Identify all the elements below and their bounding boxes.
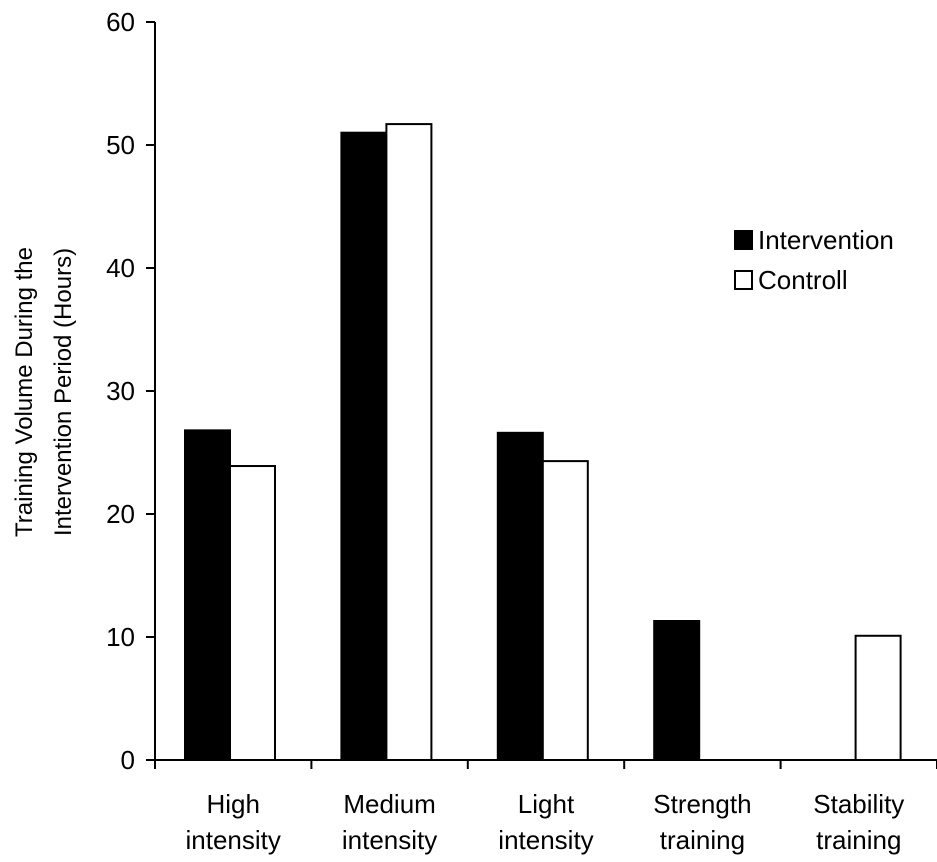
legend-label-controll: Controll: [758, 265, 848, 295]
y-ticks: 0 10 20 30 40 50 60: [106, 7, 155, 775]
y-axis-title-line-1: Training Volume During the: [11, 247, 38, 537]
legend-swatch-intervention: [734, 230, 753, 250]
category-label: High: [206, 789, 259, 819]
category-label: intensity: [342, 825, 437, 855]
y-tick-label: 30: [106, 376, 135, 406]
category-label: intensity: [498, 825, 593, 855]
category-label: Medium: [343, 789, 435, 819]
category-labels: High intensity Medium intensity Light intensi…: [186, 789, 905, 855]
category-label: Strength: [653, 789, 751, 819]
y-tick-label: 40: [106, 253, 135, 283]
bar-controll-high-intensity: [229, 465, 276, 761]
category-label: intensity: [186, 825, 281, 855]
y-axis-title-line-2: Intervention Period (Hours): [50, 248, 77, 536]
bars: [184, 123, 902, 762]
legend-label-intervention: Intervention: [758, 225, 894, 255]
y-tick-label: 50: [106, 130, 135, 160]
bar-intervention-medium-intensity: [340, 131, 388, 761]
category-label: training: [816, 825, 901, 855]
y-axis-title: Training Volume During the Intervention …: [11, 247, 77, 537]
bar-intervention-strength-training: [653, 620, 701, 762]
bar-controll-stability-training: [854, 634, 902, 762]
y-tick-label: 0: [121, 745, 135, 775]
legend-swatch-controll: [734, 270, 753, 290]
y-tick-label: 10: [106, 622, 135, 652]
category-label: training: [660, 825, 745, 855]
category-label: Light: [518, 789, 575, 819]
y-tick-label: 20: [106, 499, 135, 529]
legend: Intervention Controll: [734, 225, 894, 295]
bar-controll-light-intensity: [541, 460, 589, 761]
bar-controll-medium-intensity: [385, 123, 433, 761]
bar-intervention-light-intensity: [496, 431, 544, 761]
bar-intervention-high-intensity: [184, 429, 231, 761]
category-label: Stability: [813, 789, 904, 819]
y-tick-label: 60: [106, 7, 135, 37]
